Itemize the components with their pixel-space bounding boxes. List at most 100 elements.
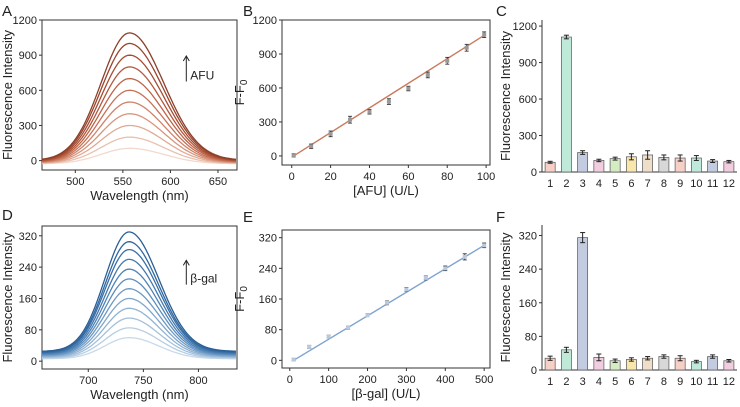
x-tick-label: 6 <box>628 178 634 190</box>
plot-frame <box>281 229 491 369</box>
data-point <box>328 131 333 136</box>
spectrum-line-11 <box>42 241 236 353</box>
spectrum-line-1 <box>42 337 236 360</box>
y-tick-label: 600 <box>519 94 537 106</box>
x-axis-label: Wavelength (nm) <box>90 387 189 402</box>
panel-label: B <box>243 3 253 20</box>
y-tick-label: 160 <box>259 294 277 306</box>
annotation-label: AFU <box>190 69 214 83</box>
spectrum-line-6 <box>42 288 236 356</box>
panel-label: E <box>243 209 253 226</box>
y-tick-label: 900 <box>19 50 37 62</box>
arrow-head-icon <box>182 55 190 62</box>
y-axis-label-subscript: 0 <box>239 79 250 85</box>
panel-d: D 700 750 800 0 80 160 240 320 Wavelength (nm) β-g… <box>0 207 238 402</box>
x-tick-label: 200 <box>358 374 376 386</box>
arrow-head-icon <box>182 259 190 266</box>
x-tick-label: 1 <box>547 376 553 388</box>
data-point <box>445 58 450 63</box>
x-tick-label: 11 <box>707 376 718 388</box>
x-tick-label: 500 <box>475 374 493 386</box>
spectrum-line-11 <box>41 32 237 160</box>
x-axis-label: [AFU] (U/L) <box>353 183 419 198</box>
x-tick-label: 8 <box>661 178 667 190</box>
data-point <box>425 72 430 77</box>
panel-b: B 0 20 40 60 80 100 0 300 600 900 1200 [AFU] (U/L) F-… <box>232 3 495 198</box>
y-axis-label: Fluorescence Intensity <box>0 29 15 160</box>
x-tick-label: 600 <box>161 176 179 188</box>
panel-label: F <box>496 209 505 226</box>
bar-4 <box>593 160 605 173</box>
x-tick-label: 100 <box>319 374 337 386</box>
annotation-label: β-gal <box>190 272 217 286</box>
y-tick-label: 160 <box>519 298 537 310</box>
data-point <box>291 357 296 362</box>
spectrum-line-2 <box>41 136 236 164</box>
y-tick-label: 0 <box>31 156 37 168</box>
data-point <box>423 275 428 280</box>
x-tick-label: 400 <box>436 374 454 386</box>
plot-frame <box>41 19 238 171</box>
spectrum-line-8 <box>42 268 236 355</box>
y-tick-label: 1200 <box>513 21 537 33</box>
y-axis-label-main: F-F <box>232 292 247 312</box>
y-axis-label: Fluorescence Intensity <box>498 30 513 161</box>
y-tick-label: 0 <box>531 167 537 179</box>
x-tick-label: 2 <box>563 376 569 388</box>
x-tick-label: 3 <box>580 376 586 388</box>
data-point <box>367 109 372 114</box>
data-point <box>307 344 312 349</box>
data-point <box>482 32 487 37</box>
spectrum-line-3 <box>42 317 236 358</box>
spectrum-line-9 <box>41 258 236 354</box>
y-tick-label: 0 <box>271 355 277 367</box>
data-point <box>404 287 409 292</box>
x-tick-label: 550 <box>114 176 132 188</box>
x-tick-label: 6 <box>628 376 634 388</box>
y-tick-label: 300 <box>259 117 277 129</box>
bar-3 <box>577 152 589 173</box>
y-axis-label: F-F0 <box>232 286 250 312</box>
x-tick-label: 750 <box>134 375 152 387</box>
data-point <box>346 325 351 330</box>
y-axis-label: F-F0 <box>232 79 250 105</box>
y-tick-label: 160 <box>19 293 37 305</box>
panel-e: E 0 100 200 300 400 500 0 80 160 240 320 [β-gal] (U/… <box>232 209 493 401</box>
spectrum-line-10 <box>41 42 237 161</box>
y-tick-label: 80 <box>25 325 37 337</box>
spectrum-line-7 <box>42 278 236 356</box>
data-point <box>326 334 331 339</box>
data-point <box>443 266 448 271</box>
y-tick-label: 0 <box>531 365 537 377</box>
y-tick-label: 240 <box>519 264 537 276</box>
fit-line <box>293 34 485 157</box>
y-tick-label: 0 <box>271 151 277 163</box>
x-tick-label: 7 <box>645 178 651 190</box>
bar-5 <box>609 158 621 173</box>
x-tick-label: 12 <box>723 376 735 388</box>
x-tick-label: 1 <box>547 178 553 190</box>
spectrum-line-4 <box>42 307 236 358</box>
y-axis-label-subscript: 0 <box>239 286 250 292</box>
y-axis-label-main: F-F <box>232 85 247 105</box>
x-axis-label: Wavelength (nm) <box>90 188 189 203</box>
data-point <box>384 300 389 305</box>
spectrum-line-6 <box>41 89 237 163</box>
y-tick-label: 320 <box>19 231 37 243</box>
y-tick-label: 240 <box>19 262 37 274</box>
x-tick-label: 9 <box>677 178 683 190</box>
x-tick-label: 0 <box>287 374 293 386</box>
spectrum-line-8 <box>41 66 237 162</box>
x-tick-label: 2 <box>563 178 569 190</box>
spectrum-line-2 <box>42 327 236 359</box>
data-point <box>348 117 353 122</box>
spectrum-line-7 <box>41 77 237 162</box>
panel-a: A 500 550 600 650 0 300 600 900 1200 Wavelength (n… <box>0 3 238 203</box>
x-tick-label: 650 <box>209 176 227 188</box>
x-tick-label: 100 <box>477 171 495 183</box>
x-tick-label: 4 <box>596 376 602 388</box>
x-tick-label: 80 <box>441 171 453 183</box>
y-tick-label: 0 <box>31 356 37 368</box>
